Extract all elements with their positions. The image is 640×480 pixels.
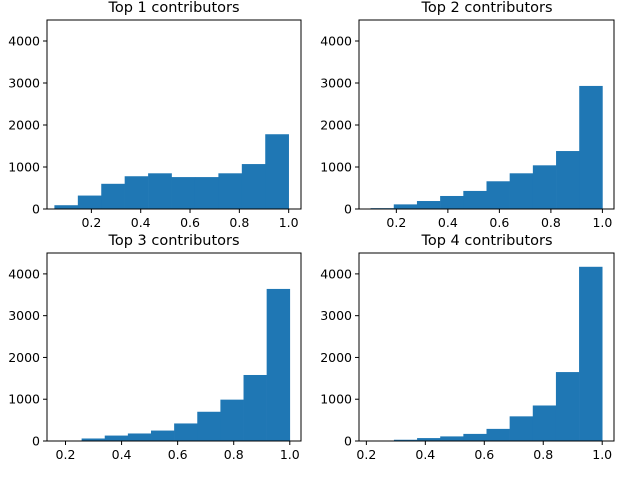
- histogram-bar: [440, 436, 464, 441]
- histogram-bar: [417, 438, 441, 441]
- y-tick-label: 1000: [320, 392, 352, 407]
- histogram-bar: [509, 416, 534, 441]
- histogram-bar: [266, 288, 291, 441]
- x-tick-label: 0.6: [168, 447, 188, 462]
- histogram-bar: [509, 173, 534, 209]
- x-tick-label: 0.2: [386, 215, 406, 230]
- y-tick-label: 4000: [8, 34, 40, 49]
- subplot-title: Top 4 contributors: [420, 233, 552, 249]
- y-tick-label: 0: [32, 202, 40, 217]
- histogram-bar: [148, 173, 172, 209]
- x-tick-label: 0.6: [180, 215, 200, 230]
- histogram-bar: [101, 183, 125, 209]
- x-tick-label: 0.4: [131, 215, 151, 230]
- histogram-bar: [532, 405, 557, 441]
- histogram-bar: [393, 204, 418, 209]
- histogram-bar: [104, 435, 129, 441]
- subplot-top-2: Top 2 contributors 0.2 0.4 0.6 0.8 1.0 0 1000 2…: [320, 0, 615, 230]
- x-tick-label: 0.8: [224, 447, 244, 462]
- histogram-bar: [241, 164, 266, 209]
- x-tick-label: 1.0: [280, 447, 300, 462]
- subplot-title: Top 1 contributors: [107, 0, 239, 16]
- y-tick-label: 3000: [320, 76, 352, 91]
- histogram-bar: [174, 423, 198, 441]
- histogram-bar: [556, 151, 580, 209]
- histogram-bar: [54, 205, 79, 209]
- y-tick-label: 4000: [8, 266, 40, 281]
- histogram-bar: [218, 173, 243, 209]
- y-tick-label: 4000: [320, 34, 352, 49]
- histogram-bar: [579, 85, 603, 209]
- histogram-bar: [151, 430, 175, 441]
- histogram-bar: [265, 134, 289, 209]
- x-tick-label: 1.0: [592, 447, 612, 462]
- y-tick-label: 1000: [320, 160, 352, 175]
- histogram-bar: [220, 399, 244, 441]
- histogram-bar: [197, 411, 221, 441]
- histogram-bar: [416, 201, 441, 209]
- y-tick-label: 0: [32, 434, 40, 449]
- y-tick-label: 1000: [8, 160, 40, 175]
- histogram-bar: [463, 433, 487, 441]
- histogram-bar: [440, 195, 464, 209]
- subplot-top-1: Top 1 contributors 0.2 0.4 0.6 0.8 1.0 0 1000 2…: [8, 0, 302, 230]
- histogram-bar: [486, 428, 510, 441]
- y-tick-label: 2000: [320, 350, 352, 365]
- x-tick-label: 0.2: [81, 215, 101, 230]
- x-tick-label: 0.4: [112, 447, 132, 462]
- x-tick-label: 1.0: [592, 215, 612, 230]
- x-tick-label: 0.2: [356, 447, 376, 462]
- histogram-bar: [81, 438, 106, 441]
- subplot-top-3: Top 3 contributors 0.2 0.4 0.6 0.8 1.0 0 1000 2…: [8, 233, 302, 462]
- y-tick-label: 3000: [8, 308, 40, 323]
- histogram-bar: [243, 374, 267, 441]
- y-tick-label: 2000: [8, 350, 40, 365]
- histogram-bar: [194, 177, 219, 209]
- subplot-title: Top 3 contributors: [107, 233, 239, 249]
- x-tick-label: 0.2: [56, 447, 76, 462]
- y-tick-label: 2000: [320, 118, 352, 133]
- histogram-bar: [77, 195, 102, 209]
- y-tick-label: 3000: [8, 76, 40, 91]
- x-tick-label: 0.4: [438, 215, 458, 230]
- x-tick-label: 0.4: [415, 447, 435, 462]
- histogram-bar: [555, 372, 580, 441]
- x-tick-label: 0.6: [489, 215, 509, 230]
- y-tick-label: 2000: [8, 118, 40, 133]
- histogram-bar: [579, 266, 603, 441]
- histogram-bar: [486, 181, 510, 209]
- histogram-bar: [532, 165, 557, 209]
- histogram-bar: [393, 439, 418, 441]
- axes-frame: [46, 252, 302, 442]
- axes-frame: [46, 19, 302, 210]
- y-tick-label: 0: [344, 434, 352, 449]
- x-tick-label: 1.0: [279, 215, 299, 230]
- subplot-title: Top 2 contributors: [420, 0, 552, 16]
- y-tick-label: 1000: [8, 392, 40, 407]
- x-tick-label: 0.8: [541, 215, 561, 230]
- histogram-bar: [171, 177, 196, 209]
- histogram-bar: [127, 433, 152, 441]
- x-tick-label: 0.8: [533, 447, 553, 462]
- axes-frame: [358, 252, 615, 442]
- x-tick-label: 0.6: [474, 447, 494, 462]
- histogram-bar: [124, 176, 149, 209]
- y-tick-label: 3000: [320, 308, 352, 323]
- y-tick-label: 0: [344, 202, 352, 217]
- histogram-bar: [463, 190, 487, 209]
- subplot-top-4: Top 4 contributors 0.2 0.4 0.6 0.8 1.0 0 1000 2…: [320, 233, 615, 462]
- axes-frame: [358, 19, 615, 210]
- x-tick-label: 0.8: [229, 215, 249, 230]
- y-tick-label: 4000: [320, 266, 352, 281]
